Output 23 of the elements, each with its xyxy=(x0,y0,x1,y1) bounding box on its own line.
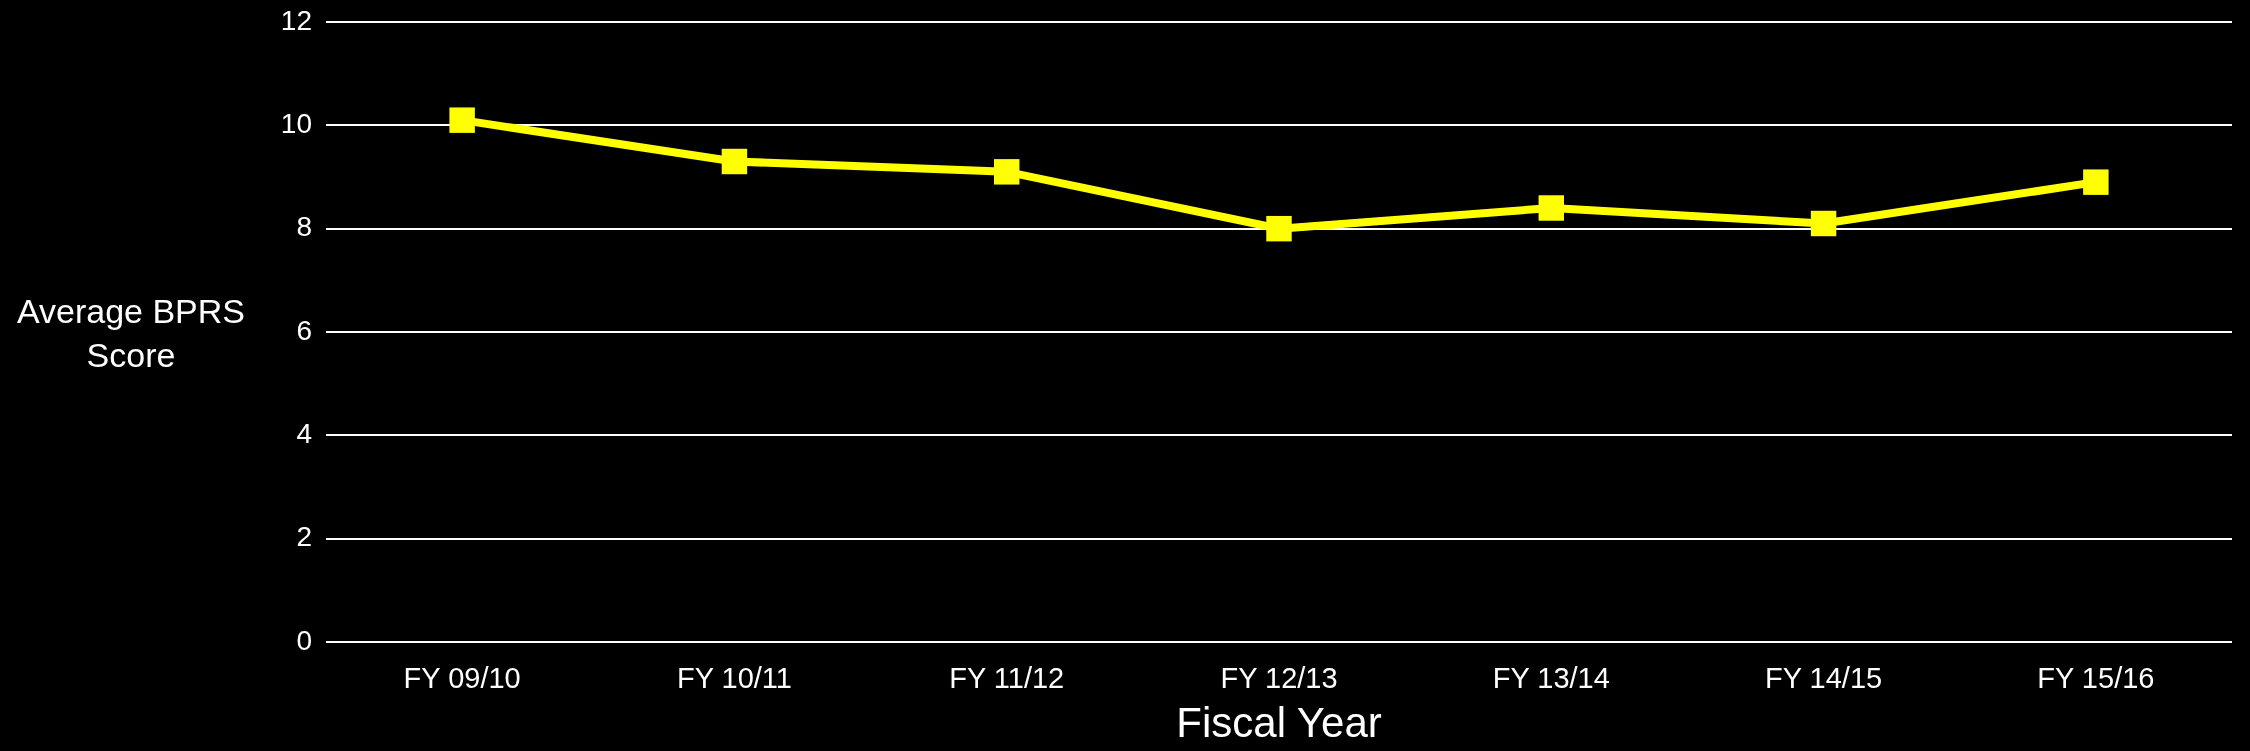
x-tick-label: FY 15/16 xyxy=(2037,662,2155,695)
y-tick-label: 6 xyxy=(296,314,312,346)
y-tick-label: 2 xyxy=(296,521,312,553)
point xyxy=(1266,215,1292,242)
x-axis-title: Fiscal Year xyxy=(1176,699,1382,747)
x-tick-label: FY 11/12 xyxy=(949,662,1065,695)
x-tick-label: FY 14/15 xyxy=(1764,662,1883,695)
y-tick-label: 4 xyxy=(296,418,312,450)
point xyxy=(1538,195,1565,221)
point xyxy=(721,148,748,175)
point xyxy=(993,159,1020,185)
x-tick-label: FY 10/11 xyxy=(676,662,792,695)
point xyxy=(2083,169,2109,195)
y-tick-label: 8 xyxy=(296,211,312,243)
y-tick-label: 10 xyxy=(280,108,312,140)
x-tick-label: FY 13/14 xyxy=(1492,662,1610,695)
x-tick-label: FY 09/10 xyxy=(403,662,521,695)
y-tick-label: 0 xyxy=(296,624,312,656)
x-tick-label: FY 12/13 xyxy=(1220,662,1338,695)
point xyxy=(449,107,475,133)
y-tick-label: 12 xyxy=(280,4,312,36)
point xyxy=(1810,210,1837,237)
y-axis-title: Average BPRS Score xyxy=(15,291,247,377)
